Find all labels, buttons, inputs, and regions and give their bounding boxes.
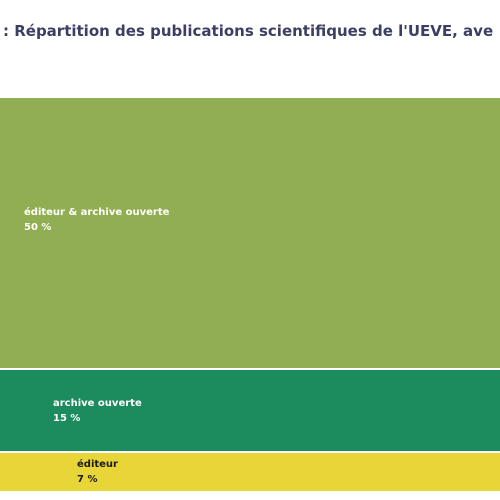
segment-1: éditeur & archive ouverte 50 % (0, 98, 500, 368)
segment-3: éditeur 7 % (0, 453, 500, 491)
segment-category-label: éditeur (77, 458, 118, 470)
segment-value-label: 50 % (24, 221, 52, 233)
segment-category-label: éditeur & archive ouverte (24, 206, 170, 218)
segment-label: archive ouverte 15 % (53, 396, 142, 426)
segment-category-label: archive ouverte (53, 397, 142, 409)
segment-label: éditeur & archive ouverte 50 % (24, 205, 169, 235)
chart-title: : Répartition des publications scientifi… (3, 22, 494, 40)
segment-label: éditeur 7 % (77, 457, 118, 487)
segment-value-label: 7 % (77, 473, 98, 485)
segment-value-label: 15 % (53, 412, 81, 424)
segment-2: archive ouverte 15 % (0, 370, 500, 451)
